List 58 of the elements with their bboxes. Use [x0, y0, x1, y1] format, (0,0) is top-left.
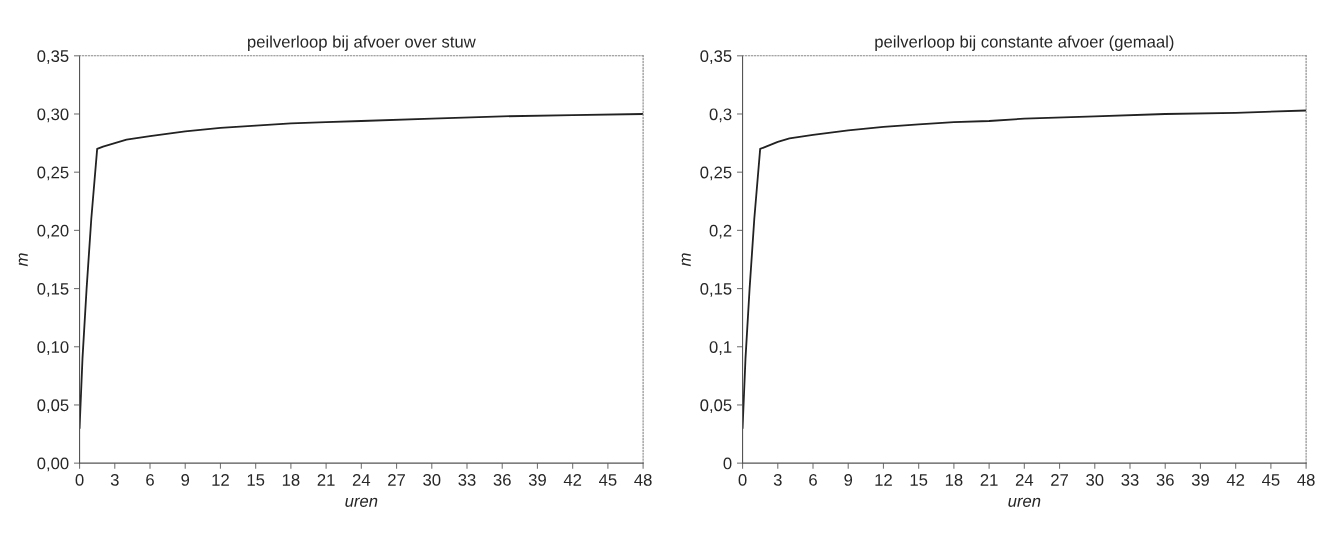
x-tick-label: 18 — [945, 474, 963, 486]
x-tick-label: 39 — [528, 474, 546, 486]
x-tick-label: 45 — [1262, 474, 1280, 486]
y-tick-label: 0,25 — [700, 166, 732, 181]
x-tick-label: 27 — [1051, 474, 1068, 486]
x-tick-label: 42 — [1226, 474, 1245, 486]
y-tick-label: 0,15 — [37, 282, 69, 297]
x-tick-label: 9 — [844, 474, 853, 486]
x-tick-label: 9 — [181, 474, 190, 486]
y-tick-label: 0,00 — [37, 457, 69, 472]
y-tick-label: 0,30 — [37, 108, 69, 123]
y-tick-label: 0,05 — [37, 399, 69, 414]
y-tick-label: 0,15 — [700, 282, 732, 297]
chart-title: peilverloop bij constante afvoer (gemaal) — [875, 35, 1174, 51]
x-tick-label: 30 — [1086, 474, 1104, 486]
y-tick-label: 0,1 — [709, 341, 732, 355]
y-tick-label: 0,25 — [37, 166, 69, 181]
chart-title: peilverloop bij afvoer over stuw — [248, 35, 476, 51]
y-tick-label: 0,10 — [37, 341, 69, 355]
y-tick-label: 0,20 — [37, 224, 69, 239]
x-tick-label: 18 — [282, 474, 300, 486]
y-tick-label: 0,3 — [709, 108, 732, 123]
x-tick-label: 12 — [875, 474, 892, 486]
x-tick-label: 33 — [1121, 474, 1139, 486]
x-tick-label: 12 — [212, 474, 229, 486]
x-tick-label: 42 — [563, 474, 582, 486]
x-tick-label: 6 — [809, 474, 817, 486]
x-tick-label: 24 — [352, 474, 371, 486]
x-tick-label: 39 — [1191, 474, 1209, 486]
x-tick-label: 36 — [1156, 474, 1174, 486]
line-series — [79, 113, 644, 430]
y-tick-label: 0,35 — [37, 50, 69, 64]
x-tick-label: 36 — [493, 474, 511, 486]
x-tick-label: 24 — [1015, 474, 1034, 486]
x-tick-label: 0 — [75, 474, 84, 486]
x-tick-label: 48 — [634, 474, 652, 486]
x-tick-label: 6 — [146, 474, 154, 486]
x-tick-label: 21 — [317, 474, 335, 486]
x-tick-label: 27 — [388, 474, 405, 486]
y-tick-label: 0,35 — [700, 50, 732, 64]
x-tick-label: 0 — [738, 474, 747, 486]
x-tick-label: 30 — [423, 474, 441, 486]
line-series — [742, 109, 1307, 430]
x-tick-label: 15 — [247, 474, 265, 486]
y-tick-label: 0,05 — [700, 399, 732, 414]
x-axis-title: uren — [345, 497, 378, 507]
y-tick-label: 0,2 — [709, 224, 732, 239]
x-tick-label: 21 — [980, 474, 998, 486]
x-axis-title: uren — [1008, 497, 1041, 507]
x-tick-label: 45 — [599, 474, 617, 486]
x-tick-label: 48 — [1297, 474, 1315, 486]
x-tick-label: 3 — [110, 474, 119, 486]
y-axis-title: m — [681, 253, 691, 267]
x-tick-label: 3 — [773, 474, 782, 486]
y-axis-title: m — [18, 253, 28, 267]
x-tick-label: 15 — [910, 474, 928, 486]
y-tick-label: 0 — [723, 457, 732, 470]
x-tick-label: 33 — [458, 474, 476, 486]
